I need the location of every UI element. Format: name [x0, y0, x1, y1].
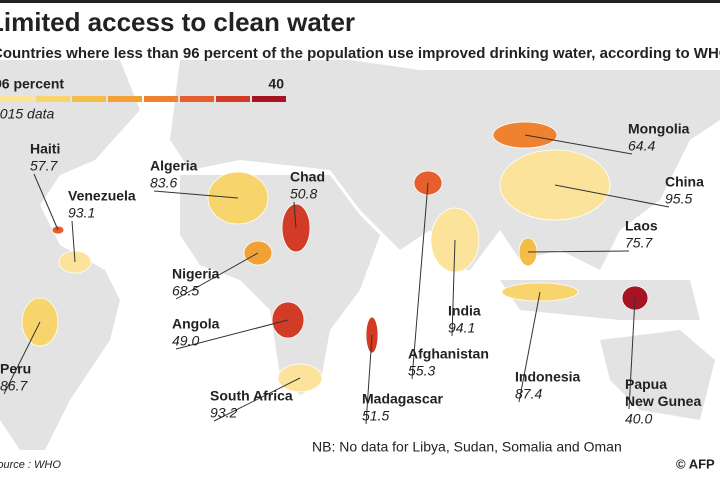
country-value: 57.7 [30, 158, 58, 174]
legend: 96 percent 40 [0, 76, 286, 102]
legend-swatch [216, 96, 250, 102]
country-name: India [448, 303, 481, 319]
legend-swatch [252, 96, 286, 102]
country-name: Indonesia [515, 369, 581, 385]
country-value: 40.0 [625, 411, 652, 427]
leader-line [293, 201, 297, 229]
leader-line [524, 134, 633, 155]
legend-swatch [108, 96, 142, 102]
leader-line [33, 173, 59, 231]
title: Limited access to clean water [0, 7, 355, 37]
country-value: 50.8 [290, 186, 317, 202]
country-value: 51.5 [362, 408, 389, 424]
legend-label: 96 percent [0, 76, 64, 92]
country-name: Chad [290, 169, 325, 185]
country-value: 95.5 [665, 191, 692, 207]
country-name: South Africa [210, 388, 293, 404]
leader-line [365, 334, 373, 425]
footnote: NB: No data for Libya, Sudan, Somalia an… [312, 439, 622, 455]
source: Source : WHO [0, 459, 61, 471]
country-name: Laos [625, 218, 658, 234]
country-name: China [665, 174, 704, 190]
country-value: 87.4 [515, 386, 542, 402]
country-value: 64.4 [628, 138, 655, 154]
name-line: Papua [625, 376, 667, 392]
country-value: 93.2 [210, 405, 237, 421]
name-line: New Gunea [625, 393, 701, 409]
leader-line [175, 319, 289, 350]
countries [21, 121, 649, 393]
leader-line [411, 182, 429, 380]
leader-line [518, 291, 541, 403]
leader-line [153, 190, 239, 199]
country-name: Madagascar [362, 391, 443, 407]
country-value: 93.1 [68, 205, 95, 221]
legend-swatch [72, 96, 106, 102]
leader-line [628, 297, 636, 410]
country-name: Papua New Gunea [625, 376, 701, 409]
legend-label: 40 [268, 76, 284, 92]
top-rule [0, 0, 720, 3]
country-name: Angola [172, 316, 220, 332]
leader-line [451, 239, 456, 337]
legend-swatch [180, 96, 214, 102]
subtitle: Countries where less than 96 percent of … [0, 45, 720, 62]
legend-swatch [144, 96, 178, 102]
country-name: Venezuela [68, 188, 136, 204]
legend-note: 2015 data [0, 106, 54, 122]
country-name: Mongolia [628, 121, 690, 137]
leader-line [213, 377, 301, 422]
country-value: 55.3 [408, 363, 435, 379]
credit: © AFP [676, 456, 715, 471]
leader-line [175, 252, 259, 300]
country-value: 83.6 [150, 175, 177, 191]
leader-line [71, 220, 76, 263]
country-value: 94.1 [448, 320, 475, 336]
leader-line [554, 184, 670, 208]
legend-swatch [0, 96, 34, 102]
country-value: 86.7 [0, 378, 28, 394]
country-value: 68.5 [172, 283, 199, 299]
leader-line [527, 250, 630, 253]
country-name: Haiti [30, 141, 60, 157]
country-name: Nigeria [172, 266, 220, 282]
country-name: Afghanistan [408, 346, 489, 362]
leader-line [3, 321, 41, 395]
leader-lines [3, 134, 670, 425]
country-value: 75.7 [625, 235, 653, 251]
country-name: Peru [0, 361, 31, 377]
legend-swatch [36, 96, 70, 102]
country-name: Algeria [150, 158, 198, 174]
country-value: 49.0 [172, 333, 199, 349]
